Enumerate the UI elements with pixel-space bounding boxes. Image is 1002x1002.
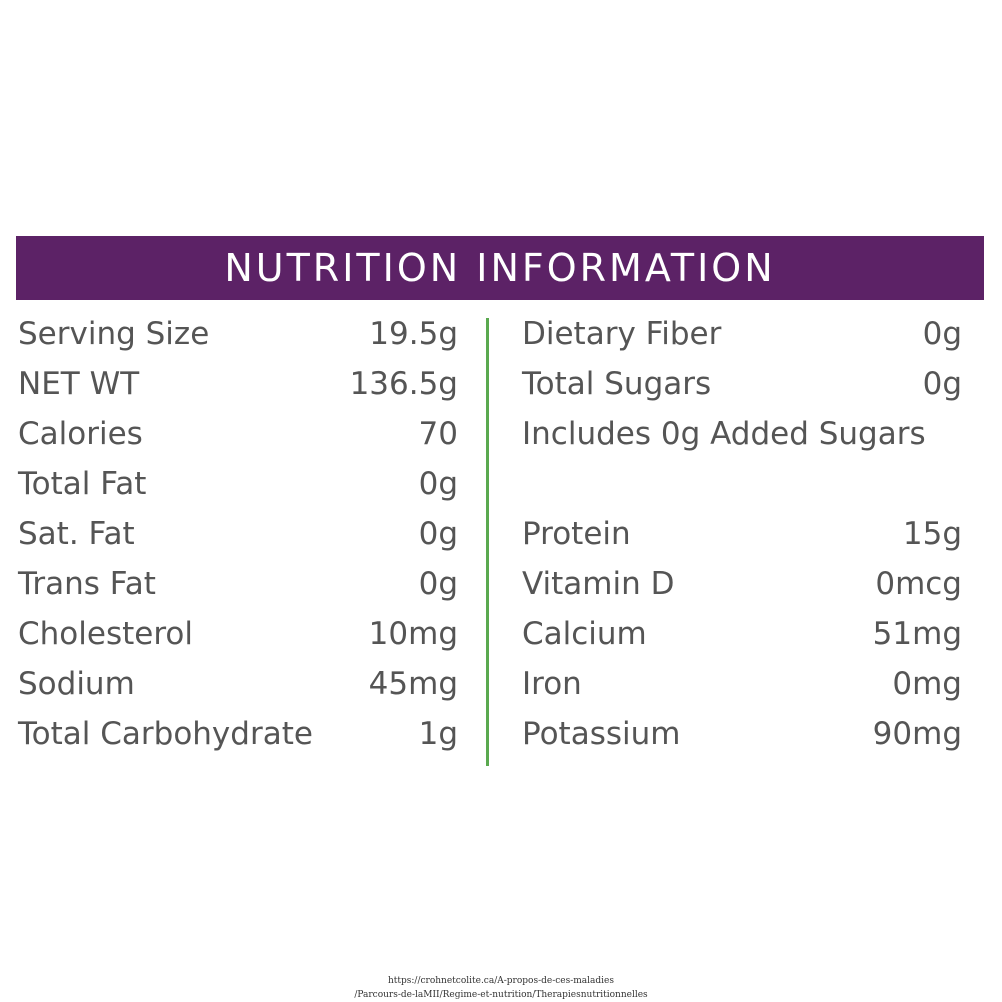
nutrient-label: Sat. Fat [18, 516, 135, 552]
nutrient-row-iron: Iron 0mg [522, 659, 962, 709]
nutrient-label: NET WT [18, 366, 140, 402]
nutrient-value: 15g [902, 516, 962, 552]
nutrient-label: Cholesterol [18, 616, 193, 652]
nutrient-row-protein: Protein 15g [522, 509, 962, 559]
nutrient-row-potassium: Potassium 90mg [522, 709, 962, 759]
nutrient-row-calcium: Calcium 51mg [522, 609, 962, 659]
nutrient-label: Vitamin D [522, 566, 675, 602]
nutrient-row-total-fat: Total Fat 0g [18, 459, 458, 509]
nutrient-value: 0mg [892, 666, 962, 702]
nutrient-label: Potassium [522, 716, 681, 752]
nutrient-value: 0g [418, 566, 458, 602]
nutrient-label: Calcium [522, 616, 647, 652]
nutrient-row-dietary-fiber: Dietary Fiber 0g [522, 309, 962, 359]
nutrient-row-sodium: Sodium 45mg [18, 659, 458, 709]
nutrient-value: 45mg [368, 666, 458, 702]
nutrient-label: Serving Size [18, 316, 210, 352]
nutrient-label: Protein [522, 516, 631, 552]
source-url-line-2: /Parcours-de-laMII/Regime-et-nutrition/T… [354, 990, 648, 1000]
left-nutrient-column: Serving Size 19.5g NET WT 136.5g Calorie… [18, 309, 458, 759]
nutrient-row-serving-size: Serving Size 19.5g [18, 309, 458, 359]
nutrient-value: 0g [418, 516, 458, 552]
nutrient-row-total-sugars: Total Sugars 0g [522, 359, 962, 409]
nutrient-row-vitamin-d: Vitamin D 0mcg [522, 559, 962, 609]
nutrient-label: Total Sugars [522, 366, 712, 402]
nutrient-value: 0g [418, 466, 458, 502]
nutrient-label: Total Fat [18, 466, 147, 502]
column-divider [486, 318, 489, 766]
nutrient-label: Trans Fat [18, 566, 156, 602]
nutrient-value: 0g [922, 316, 962, 352]
nutrient-label: Total Carbohydrate [18, 716, 313, 752]
nutrient-value: 19.5g [369, 316, 458, 352]
nutrient-row-cholesterol: Cholesterol 10mg [18, 609, 458, 659]
nutrient-value: 70 [418, 416, 458, 452]
nutrient-row-net-wt: NET WT 136.5g [18, 359, 458, 409]
right-nutrient-column: Dietary Fiber 0g Total Sugars 0g Include… [522, 309, 962, 759]
nutrient-label: Iron [522, 666, 582, 702]
nutrient-value: 51mg [872, 616, 962, 652]
nutrient-row-sat-fat: Sat. Fat 0g [18, 509, 458, 559]
source-url-line-1: https://crohnetcolite.ca/A-propos-de-ces… [387, 976, 614, 986]
nutrition-header: NUTRITION INFORMATION [16, 236, 984, 300]
nutrient-value: 0mcg [875, 566, 962, 602]
nutrient-value: 1g [418, 716, 458, 752]
nutrient-value: 10mg [368, 616, 458, 652]
page-title: NUTRITION INFORMATION [224, 246, 776, 290]
nutrient-label: Sodium [18, 666, 135, 702]
nutrient-label: Calories [18, 416, 143, 452]
nutrient-row-added-sugars: Includes 0g Added Sugars [522, 409, 962, 459]
nutrient-label: Dietary Fiber [522, 316, 722, 352]
nutrient-value: 136.5g [349, 366, 458, 402]
nutrient-value: 90mg [872, 716, 962, 752]
nutrient-label: Includes 0g Added Sugars [522, 416, 926, 452]
nutrient-row-calories: Calories 70 [18, 409, 458, 459]
nutrient-value: 0g [922, 366, 962, 402]
nutrient-row-trans-fat: Trans Fat 0g [18, 559, 458, 609]
nutrient-row-total-carbohydrate: Total Carbohydrate 1g [18, 709, 458, 759]
nutrient-row-blank [522, 459, 962, 509]
